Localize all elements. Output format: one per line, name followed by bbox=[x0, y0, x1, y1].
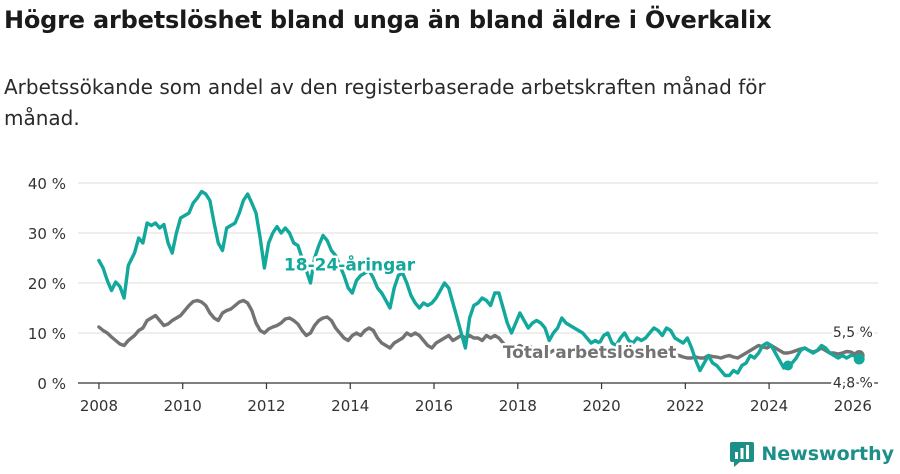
y-tick-label: 30 % bbox=[28, 225, 66, 243]
youth-series-label: 18-24-åringar bbox=[284, 254, 416, 276]
x-tick-label: 2018 bbox=[499, 397, 537, 415]
x-tick-label: 2014 bbox=[331, 397, 369, 415]
newsworthy-logo: Newsworthy bbox=[729, 440, 894, 468]
bar-chart-logo-icon bbox=[730, 442, 755, 467]
x-tick-label: 2012 bbox=[247, 397, 285, 415]
x-tick-label: 2010 bbox=[164, 397, 202, 415]
page-title: Högre arbetslöshet bland unga än bland ä… bbox=[4, 6, 772, 34]
chart-subtitle: Arbetssökande som andel av den registerb… bbox=[4, 75, 766, 130]
y-tick-label: 10 % bbox=[28, 325, 66, 343]
x-tick-label: 2016 bbox=[415, 397, 453, 415]
youth-marker-point bbox=[782, 360, 793, 371]
x-tick-label: 2022 bbox=[666, 397, 704, 415]
youth-end-label: 4,8 % bbox=[833, 376, 873, 392]
youth-end-point bbox=[853, 353, 865, 365]
total-series-label: Total arbetslöshet bbox=[503, 343, 677, 363]
x-axis: 2008 2010 2012 2014 2016 2018 2020 2022 2024 2026 bbox=[78, 382, 878, 415]
x-tick-label: 2024 bbox=[750, 397, 788, 415]
series-lines bbox=[97, 189, 865, 378]
y-tick-label: 40 % bbox=[28, 175, 66, 193]
total-end-label: 5,5 % bbox=[833, 325, 873, 341]
total-series-line bbox=[97, 298, 861, 360]
y-axis-labels: 0 % 10 % 20 % 30 % 40 % bbox=[28, 175, 66, 393]
x-tick-label: 2026 bbox=[834, 397, 872, 415]
grid-lines bbox=[78, 182, 878, 334]
x-tick-label: 2020 bbox=[582, 397, 620, 415]
brand-name: Newsworthy bbox=[761, 443, 894, 465]
y-tick-label: 20 % bbox=[28, 275, 66, 293]
y-tick-label: 0 % bbox=[37, 375, 66, 393]
x-tick-label: 2008 bbox=[80, 397, 118, 415]
youth-series-line bbox=[97, 189, 861, 378]
annotations: 18-24-åringar Total arbetslöshet 5,5 % 4,8 … bbox=[281, 251, 875, 394]
